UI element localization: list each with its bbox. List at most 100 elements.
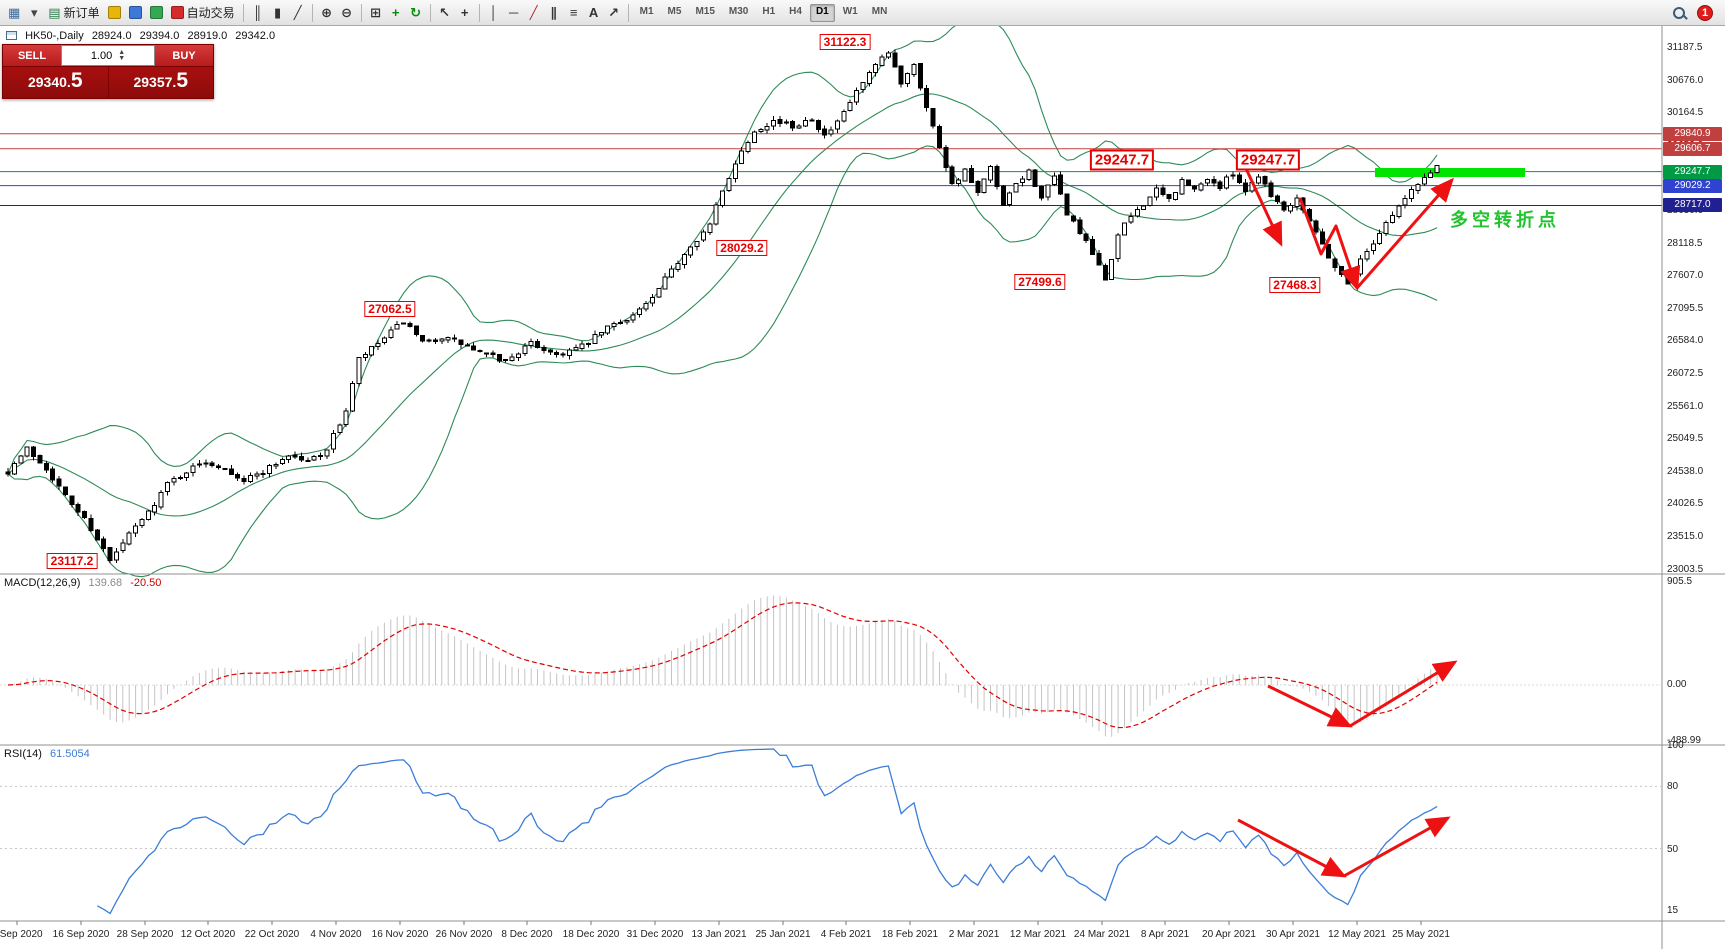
fibonacci-button[interactable]: ≡ xyxy=(564,2,584,24)
highlight-bar[interactable] xyxy=(1375,168,1525,177)
trend-arrow-main[interactable] xyxy=(1355,177,1454,289)
timeframe-w1[interactable]: W1 xyxy=(842,5,858,17)
chart-header: HK50-,Daily 28924.0 29394.0 28919.0 2934… xyxy=(6,30,280,42)
volume-input[interactable]: 1.00 ▲ ▼ xyxy=(61,45,155,66)
timeframe-d1[interactable]: D1 xyxy=(809,3,835,22)
bollinger-middle xyxy=(7,93,1438,517)
indicators-button[interactable]: + xyxy=(386,2,406,24)
volume-spinner[interactable]: ▲ ▼ xyxy=(118,48,126,62)
navigator-button[interactable] xyxy=(146,2,167,24)
price-main: 29357. xyxy=(133,74,177,90)
rsi-title: RSI(14) xyxy=(4,748,42,760)
open-value: 28924.0 xyxy=(91,30,132,42)
tile-windows-icon: ⊞ xyxy=(370,4,382,20)
crosshair-button[interactable]: + xyxy=(455,2,475,24)
timeframe-m1[interactable]: M1 xyxy=(639,5,654,17)
timeframe-mn[interactable]: MN xyxy=(871,5,888,17)
macd-histogram xyxy=(13,595,1438,737)
trend-arrow-main[interactable] xyxy=(1298,197,1361,291)
autotrading-label: 自动交易 xyxy=(186,6,235,20)
volume-value: 1.00 xyxy=(90,49,113,62)
metaeditor-icon xyxy=(107,6,121,19)
new-chart-button[interactable]: ▦ xyxy=(4,2,24,24)
autotrading-button[interactable]: 自动交易 xyxy=(167,2,239,24)
horizontal-line-button[interactable]: ─ xyxy=(504,2,524,24)
metaeditor-button[interactable] xyxy=(104,2,125,24)
market-watch-button[interactable] xyxy=(125,2,146,24)
timeframe-m5[interactable]: M5 xyxy=(667,5,682,17)
trendline-button[interactable]: ╱ xyxy=(524,2,544,24)
rsi-value: 61.5054 xyxy=(49,748,90,760)
vertical-line-button[interactable]: │ xyxy=(484,2,504,24)
macd-signal-value: -20.50 xyxy=(130,577,162,589)
trend-arrow-rsi[interactable] xyxy=(1343,816,1451,878)
tile-windows-button[interactable]: ⊞ xyxy=(366,2,386,24)
chart-icon xyxy=(6,31,17,40)
indicators-icon: + xyxy=(391,5,400,20)
bar-chart-icon: ║ xyxy=(253,5,263,20)
text-label-button[interactable]: A xyxy=(584,2,604,24)
close-value: 29342.0 xyxy=(235,30,276,42)
bar-chart-button[interactable]: ║ xyxy=(248,2,268,24)
timeframe-m30[interactable]: M30 xyxy=(728,5,749,17)
zoom-out-icon: ⊖ xyxy=(341,4,353,20)
zoom-in-button[interactable]: ⊕ xyxy=(317,2,337,24)
cursor-icon: ↖ xyxy=(439,4,451,20)
price-pip: 5 xyxy=(70,69,83,92)
new-chart-dropdown-icon: ▾ xyxy=(31,4,38,20)
spinner-down-icon[interactable]: ▼ xyxy=(118,54,126,62)
timeframe-h1[interactable]: H1 xyxy=(762,5,776,17)
macd-signal-line xyxy=(7,602,1438,729)
period-sync-button[interactable]: ↻ xyxy=(406,2,426,24)
toolbar-separator xyxy=(429,3,431,22)
trend-arrow-rsi[interactable] xyxy=(1237,818,1347,878)
crosshair-icon: + xyxy=(460,5,469,20)
trend-arrow-macd[interactable] xyxy=(1349,660,1458,728)
period-sync-icon: ↻ xyxy=(410,4,422,20)
zoom-out-button[interactable]: ⊖ xyxy=(337,2,357,24)
cursor-button[interactable]: ↖ xyxy=(435,2,455,24)
low-value: 28919.0 xyxy=(187,30,228,42)
vertical-line-icon: │ xyxy=(489,5,498,20)
new-order-label: 新订单 xyxy=(63,6,100,20)
text-label-icon: A xyxy=(588,5,599,20)
buy-button[interactable]: BUY xyxy=(155,45,213,66)
price-pip: 5 xyxy=(176,69,188,92)
timeframe-m15[interactable]: M15 xyxy=(695,5,715,17)
line-chart-button[interactable]: ╱ xyxy=(288,2,308,24)
macd-header: MACD(12,26,9) 139.68 -20.50 xyxy=(4,577,166,589)
toolbar-separator xyxy=(627,3,629,22)
new-order-button[interactable]: ▤ 新订单 xyxy=(44,2,103,24)
new-order-icon: ▤ xyxy=(48,4,61,20)
new-chart-icon: ▦ xyxy=(8,4,21,20)
sell-button[interactable]: SELL xyxy=(3,45,61,66)
arrow-object-icon: ↗ xyxy=(608,4,620,20)
horizontal-line-icon: ─ xyxy=(509,5,519,20)
navigator-icon xyxy=(149,6,163,19)
buy-price[interactable]: 29357. 5 xyxy=(107,67,213,98)
sell-price[interactable]: 29340. 5 xyxy=(3,67,108,98)
search-icon[interactable] xyxy=(1671,5,1687,21)
timeframe-bar: M1 M5 M15 M30 H1 H4 D1 W1 MN xyxy=(633,3,895,22)
toolbar-separator xyxy=(478,3,480,22)
candles xyxy=(5,49,1440,564)
line-chart-icon: ╱ xyxy=(293,4,302,20)
spinner-up-icon[interactable]: ▲ xyxy=(118,48,126,56)
arrow-object-button[interactable]: ↗ xyxy=(604,2,624,24)
notification-badge[interactable]: 1 xyxy=(1697,4,1713,21)
zoom-in-icon: ⊕ xyxy=(321,4,333,20)
timeframe-h4[interactable]: H4 xyxy=(789,5,802,17)
channel-icon: ∥ xyxy=(550,4,557,20)
channel-button[interactable]: ∥ xyxy=(544,2,564,24)
trend-arrow-main[interactable] xyxy=(1241,161,1283,247)
bollinger-bands xyxy=(7,14,1438,578)
candlestick-chart-button[interactable]: ▮ xyxy=(268,2,288,24)
symbol-period-label: HK50-,Daily xyxy=(25,30,84,42)
macd-main-value: 139.68 xyxy=(88,577,123,589)
trend-arrow-macd[interactable] xyxy=(1267,684,1353,728)
candlestick-chart-icon: ▮ xyxy=(274,4,282,20)
toolbar-separator xyxy=(242,3,244,22)
new-chart-dropdown-button[interactable]: ▾ xyxy=(24,2,44,24)
market-watch-icon xyxy=(128,6,142,19)
